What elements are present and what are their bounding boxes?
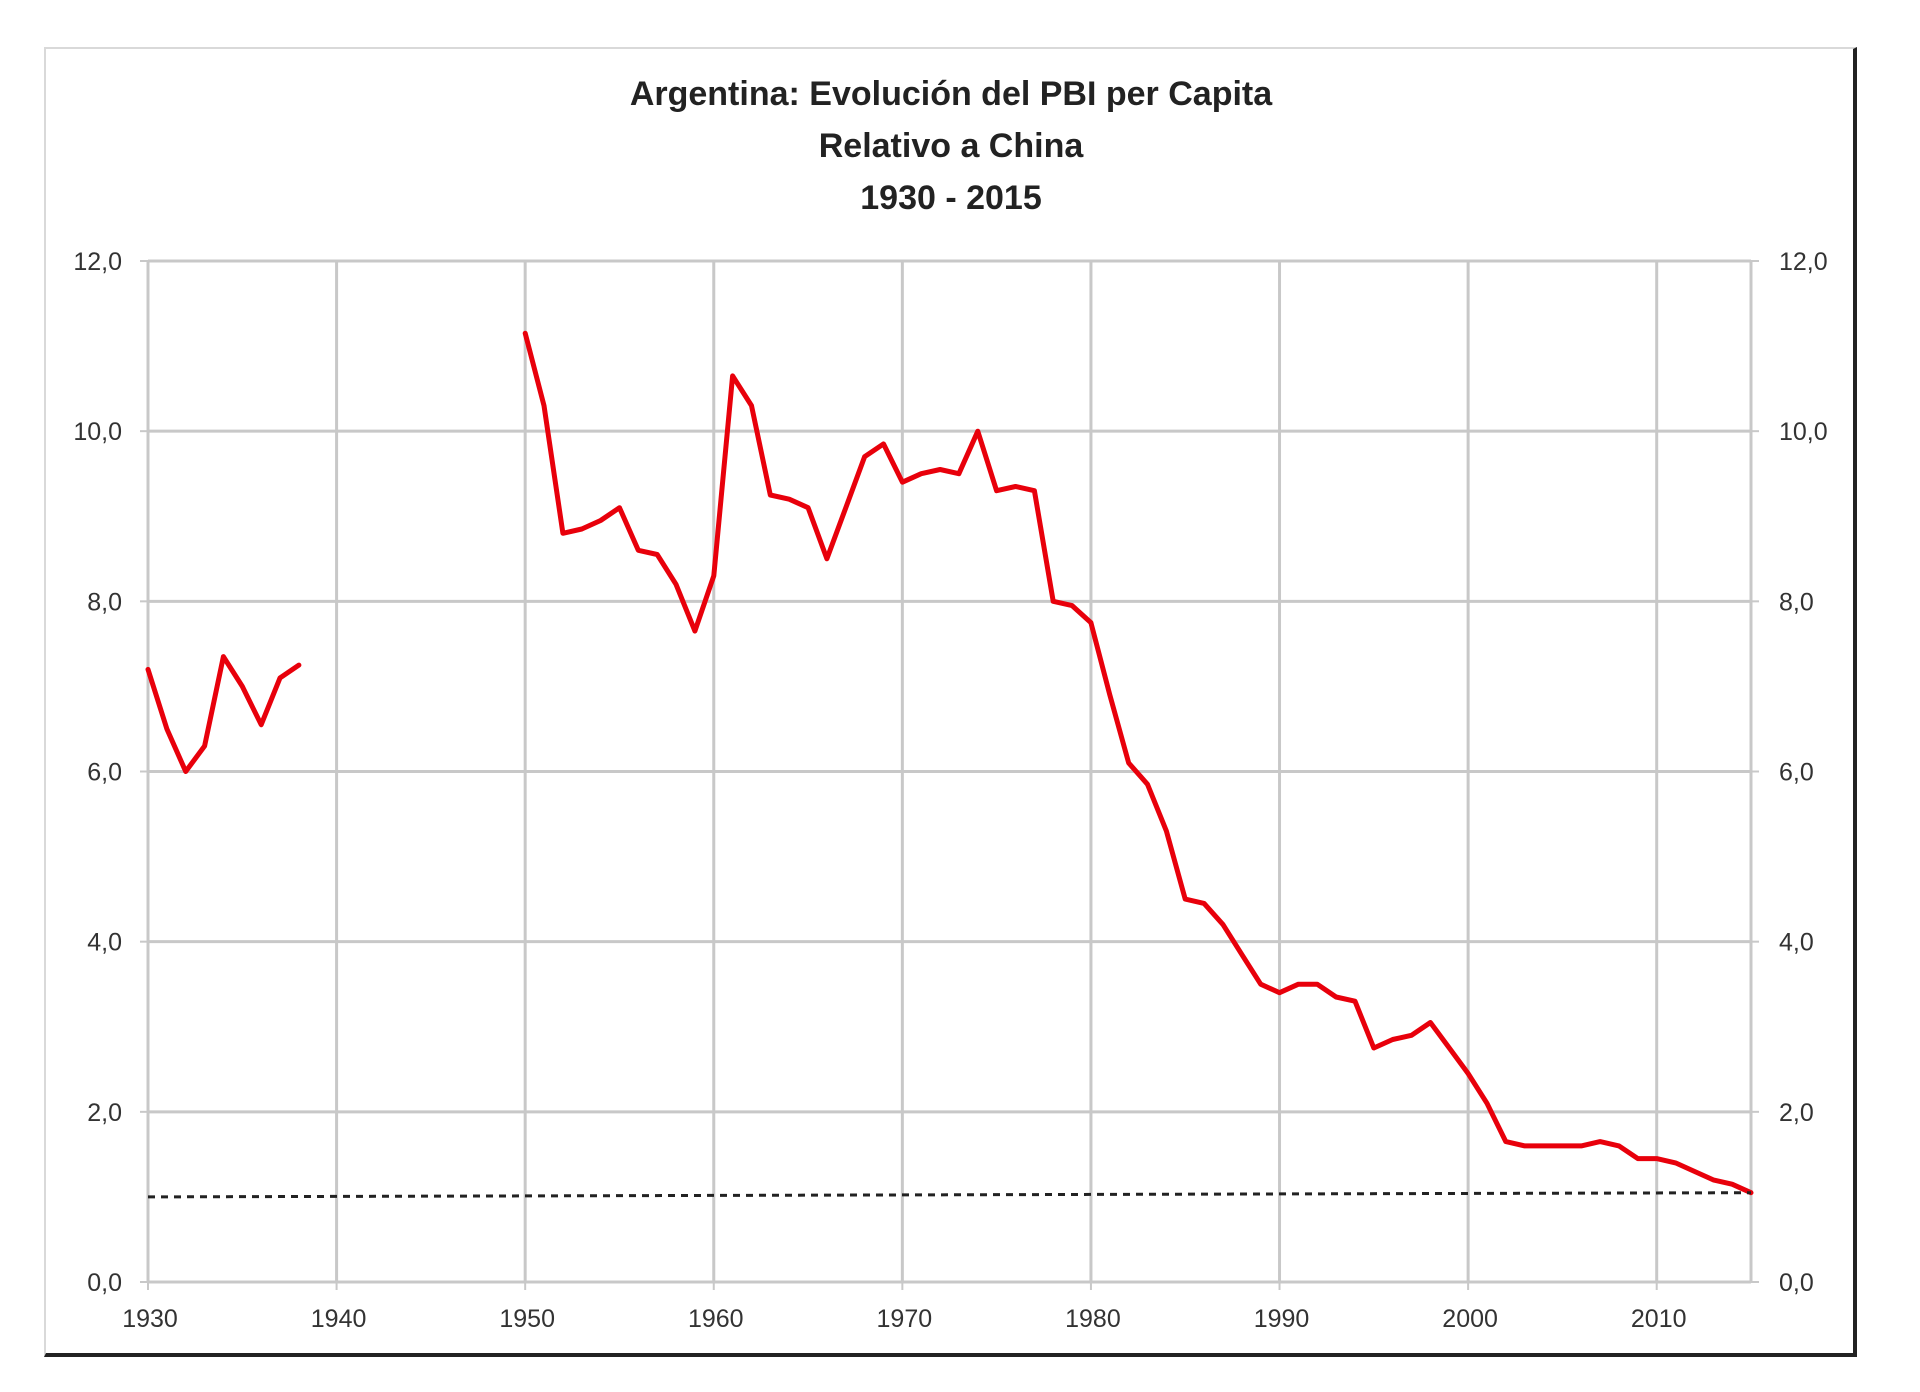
x-tick-label: 1960: [688, 1305, 744, 1333]
y-tick-label-left: 10,0: [73, 418, 122, 446]
x-tick-label: 2000: [1442, 1305, 1498, 1333]
series-line-segment-1: [145, 654, 302, 774]
y-tick-label-right: 6,0: [1779, 759, 1814, 787]
y-tick-label-left: 2,0: [87, 1099, 122, 1127]
x-tick-label: 1950: [499, 1305, 555, 1333]
chart-frame: Argentina: Evolución del PBI per Capita …: [44, 47, 1857, 1357]
y-tick-label-right: 4,0: [1779, 929, 1814, 957]
y-tick-label-right: 12,0: [1779, 248, 1828, 276]
parity-reference-line: [147, 1191, 1752, 1199]
axes: 0,0 0,0 2,0 2,0 4,0 4,0 6,0 6,0 8,0 8,0 10,0 10,0 12…: [73, 248, 1827, 1333]
x-tick-label: 1980: [1065, 1305, 1121, 1333]
grid: [146, 259, 1753, 1284]
chart-title-line-2: Relativo a China: [819, 127, 1085, 165]
y-tick-label-left: 6,0: [87, 759, 122, 787]
chart-title-line-3: 1930 - 2015: [860, 179, 1042, 217]
chart-title: Argentina: Evolución del PBI per Capita …: [630, 75, 1273, 217]
chart-svg: Argentina: Evolución del PBI per Capita …: [73, 75, 1827, 1333]
y-tick-label-left: 4,0: [87, 929, 122, 957]
y-tick-label-right: 0,0: [1779, 1269, 1814, 1297]
chart-title-line-1: Argentina: Evolución del PBI per Capita: [630, 75, 1273, 113]
x-tick-label: 2010: [1631, 1305, 1687, 1333]
y-tick-label-right: 2,0: [1779, 1099, 1814, 1127]
y-tick-label-right: 8,0: [1779, 588, 1814, 616]
x-tick-label: 1990: [1254, 1305, 1310, 1333]
x-tick-label: 1930: [122, 1305, 178, 1333]
series: [145, 330, 1754, 1199]
y-tick-label-left: 8,0: [87, 588, 122, 616]
x-tick-label: 1940: [311, 1305, 367, 1333]
y-tick-label-right: 10,0: [1779, 418, 1828, 446]
y-tick-label-left: 12,0: [73, 248, 122, 276]
y-tick-label-left: 0,0: [87, 1269, 122, 1297]
x-tick-label: 1970: [877, 1305, 933, 1333]
series-line-segment-2: [522, 330, 1754, 1196]
